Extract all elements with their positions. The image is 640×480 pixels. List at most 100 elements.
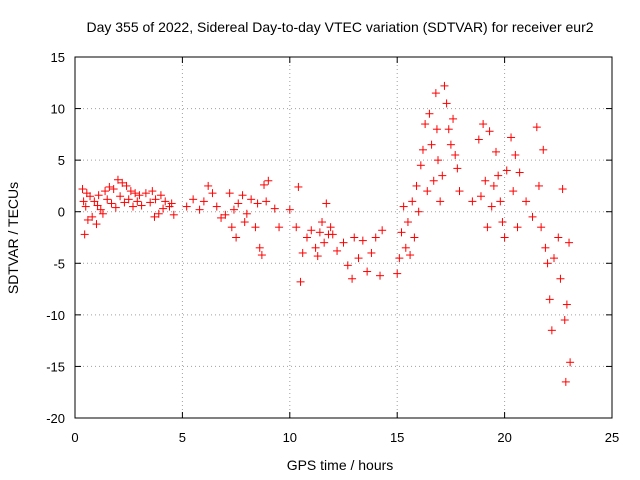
data-point (453, 164, 462, 173)
data-point (485, 127, 494, 136)
data-point (133, 197, 142, 206)
data-point (255, 243, 264, 252)
data-point (182, 202, 191, 211)
data-point (105, 182, 114, 191)
data-point (429, 176, 438, 185)
data-point (408, 197, 417, 206)
data-point (401, 243, 410, 252)
data-point (444, 125, 453, 134)
data-point (294, 182, 303, 191)
data-point (298, 248, 307, 257)
data-point (128, 202, 137, 211)
x-tick-label: 5 (179, 430, 186, 445)
data-point (418, 145, 427, 154)
data-point (397, 228, 406, 237)
data-point (161, 197, 170, 206)
data-point (474, 135, 483, 144)
data-point (371, 233, 380, 242)
data-point (98, 209, 107, 218)
data-point (440, 81, 449, 90)
data-point (431, 89, 440, 98)
data-point (154, 209, 163, 218)
data-point (565, 238, 574, 247)
data-point (189, 195, 198, 204)
y-tick-label: -15 (46, 359, 65, 374)
data-point (131, 189, 140, 198)
y-tick-label: -10 (46, 308, 65, 323)
data-point (151, 195, 160, 204)
data-point (251, 223, 260, 232)
data-point (285, 205, 294, 214)
data-point (92, 220, 101, 229)
y-axis-label: SDTVAR / TECUs (5, 182, 21, 294)
data-point (141, 189, 150, 198)
data-point (322, 199, 331, 208)
data-point (78, 185, 87, 194)
data-point (90, 197, 99, 206)
data-point (238, 191, 247, 200)
data-point (79, 197, 88, 206)
data-point (217, 213, 226, 222)
data-point (449, 114, 458, 123)
data-point (561, 377, 570, 386)
data-point (240, 218, 249, 227)
data-point (522, 197, 531, 206)
data-point (113, 175, 122, 184)
data-point (328, 230, 337, 239)
data-point (146, 198, 155, 207)
data-point (348, 274, 357, 283)
y-tick-label: 10 (51, 102, 65, 117)
data-point (227, 223, 236, 232)
x-tick-label: 20 (497, 430, 511, 445)
x-tick-label: 15 (390, 430, 404, 445)
data-point (88, 212, 97, 221)
data-point (111, 203, 120, 212)
data-point (354, 254, 363, 263)
data-point (498, 218, 507, 227)
data-point (378, 226, 387, 235)
x-tick-label: 10 (283, 430, 297, 445)
data-point (247, 195, 256, 204)
data-point (150, 212, 159, 221)
data-point (550, 254, 559, 263)
data-point (509, 187, 518, 196)
data-point (554, 233, 563, 242)
data-point (412, 181, 421, 190)
data-point (414, 207, 423, 216)
data-point (427, 140, 436, 149)
data-point (511, 150, 520, 159)
data-point (545, 295, 554, 304)
data-point (221, 210, 230, 219)
data-point (432, 125, 441, 134)
data-point (416, 161, 425, 170)
data-point (339, 238, 348, 247)
data-point (137, 201, 146, 210)
data-point (81, 202, 90, 211)
data-point (425, 109, 434, 118)
data-point (120, 198, 129, 207)
data-point (103, 195, 112, 204)
y-tick-label: -20 (46, 411, 65, 426)
data-point (393, 269, 402, 278)
x-tick-label: 0 (71, 430, 78, 445)
data-point (264, 176, 273, 185)
data-point (124, 195, 133, 204)
data-point (195, 205, 204, 214)
y-tick-label: 15 (51, 50, 65, 65)
data-point (311, 243, 320, 252)
data-point (442, 99, 451, 108)
data-point (126, 187, 135, 196)
data-point (307, 226, 316, 235)
data-point (292, 223, 301, 232)
data-point (208, 189, 217, 198)
data-point (318, 218, 327, 227)
data-point (492, 147, 501, 156)
data-point (86, 192, 95, 201)
data-point (476, 192, 485, 201)
data-point (302, 233, 311, 242)
data-point (167, 199, 176, 208)
data-point (225, 189, 234, 198)
data-point (438, 171, 447, 180)
